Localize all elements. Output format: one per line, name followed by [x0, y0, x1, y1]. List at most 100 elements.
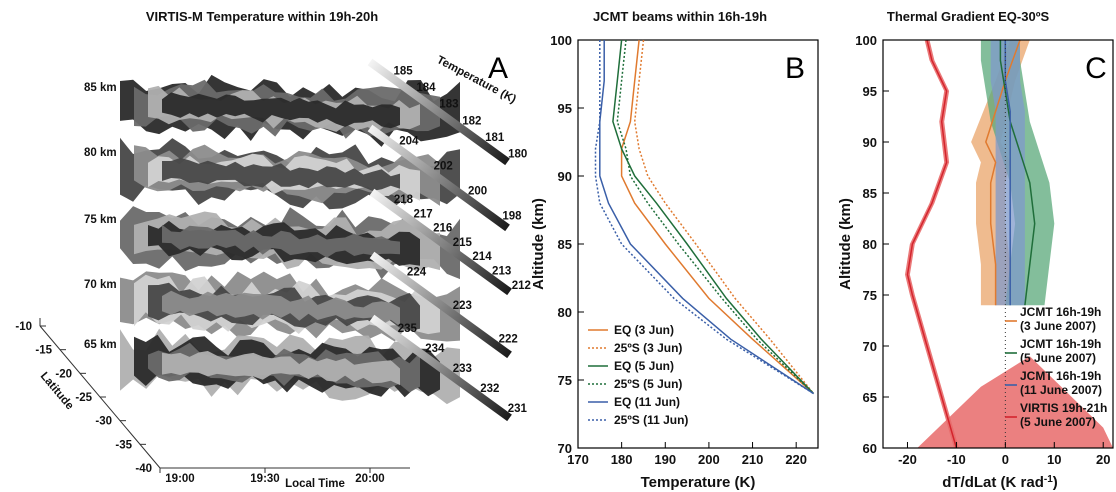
legend-entry-date: (5 June 2007) — [1020, 351, 1096, 365]
colorbar-tick-label: 217 — [413, 208, 432, 220]
colorbar-tick-label: 198 — [502, 210, 522, 222]
temperature-layer: 70 km — [84, 271, 460, 342]
panel-c-fills — [905, 40, 1113, 448]
series-line — [616, 39, 815, 395]
legend-entry: EQ (5 Jun) — [614, 359, 674, 373]
y-tick-label: 100 — [550, 33, 572, 48]
y-tick-label: 90 — [558, 169, 572, 184]
colorbar-tick-label: 235 — [398, 323, 418, 335]
x-tick-label: 190 — [654, 452, 676, 467]
y-tick-label: 90 — [863, 135, 877, 150]
colorbar — [369, 188, 512, 296]
x-tick-label: -10 — [947, 452, 966, 467]
x-tick-label: -20 — [898, 452, 917, 467]
colorbar-tick-label: 231 — [508, 403, 528, 415]
colorbar-tick-label: 215 — [453, 237, 473, 249]
y-tick-label: 75 — [863, 288, 877, 303]
y-tick-label: 65 — [863, 390, 877, 405]
y-tick-label: 60 — [863, 441, 877, 456]
panel-c-letter: C — [1085, 52, 1107, 85]
y-tick-label: 95 — [863, 84, 877, 99]
series-line — [612, 39, 815, 395]
colorbars: 1851841831821811802042022001982182172162… — [367, 58, 531, 422]
temperature-layers: 85 km 80 km 75 km 70 km 65 km — [84, 74, 460, 405]
panel-a: VIRTIS-M Temperature within 19h-20h A 85… — [15, 9, 531, 490]
y-tick-label: 100 — [855, 33, 877, 48]
colorbar-tick-label: 182 — [462, 115, 481, 127]
y-tick-label: 85 — [558, 237, 572, 252]
colorbar-tick-label: 212 — [512, 280, 531, 292]
colorbar-tick-label: 204 — [399, 135, 419, 147]
layer-surface-band — [162, 92, 400, 129]
panel-c-legend: JCMT 16h-19h(3 June 2007)JCMT 16h-19h(5 … — [1005, 305, 1107, 429]
legend-entry-date: (3 June 2007) — [1020, 319, 1096, 333]
latitude-tick-label: -40 — [135, 463, 152, 475]
uncertainty-band — [990, 40, 1025, 306]
panel-b-title: JCMT beams within 16h-19h — [593, 9, 767, 24]
panel-b-xlabel: Temperature (K) — [641, 474, 756, 491]
colorbar-tick-label: 233 — [453, 363, 472, 375]
local-time-tick-label: 19:00 — [165, 473, 194, 485]
series-line — [1004, 40, 1011, 306]
y-tick-label: 70 — [863, 339, 877, 354]
y-tick-label: 75 — [558, 373, 572, 388]
legend-entry: 25ºS (3 Jun) — [614, 341, 682, 355]
y-tick-label: 85 — [863, 186, 877, 201]
colorbar-tick-label: 184 — [416, 82, 436, 94]
colorbar-tick-label: 222 — [499, 333, 518, 345]
layer-altitude-label: 80 km — [84, 147, 117, 159]
layer-altitude-label: 75 km — [84, 214, 117, 226]
virtis-filled-area — [917, 356, 1113, 448]
x-tick-label: 180 — [611, 452, 633, 467]
colorbar-tick-label: 185 — [393, 65, 413, 77]
legend-entry: VIRTIS 19h-21h — [1020, 401, 1107, 415]
latitude-tick-label: -35 — [115, 439, 132, 451]
x-tick-label: 200 — [698, 452, 720, 467]
legend-entry: EQ (11 Jun) — [614, 395, 680, 409]
colorbar-tick-label: 181 — [485, 132, 505, 144]
layer-surface-band — [162, 351, 400, 386]
colorbar-tick-label: 223 — [453, 300, 472, 312]
panel-c-xlabel: dT/dLat (K rad-1) — [942, 474, 1058, 491]
series-line — [999, 40, 1036, 306]
x-tick-label: 20 — [1096, 452, 1110, 467]
layer-altitude-label: 85 km — [84, 82, 117, 94]
colorbar-tick-label: 216 — [433, 223, 452, 235]
local-time-tick-label: 19:30 — [250, 473, 279, 485]
colorbar — [369, 251, 512, 359]
x-tick-label: 220 — [785, 452, 807, 467]
panel-c-series — [906, 39, 1036, 449]
panel-b: JCMT beams within 16h-19h 170 180 190 200 21… — [530, 9, 819, 491]
series-line — [633, 39, 815, 395]
x-tick-label: 170 — [567, 452, 589, 467]
colorbar-tick-label: 180 — [508, 149, 527, 161]
layer-altitude-label: 70 km — [84, 279, 117, 291]
legend-entry: EQ (3 Jun) — [614, 323, 674, 337]
x-tick-label: 210 — [742, 452, 764, 467]
y-tick-label: 70 — [558, 441, 572, 456]
latitude-tick-label: -10 — [15, 321, 32, 333]
colorbar-tick-label: 200 — [468, 185, 487, 197]
local-time-tick-label: 20:00 — [355, 473, 384, 485]
latitude-tick-label: -25 — [75, 392, 92, 404]
colorbar-tick-label: 214 — [472, 251, 492, 263]
legend-entry-date: (11 June 2007) — [1020, 383, 1102, 397]
panel-c-ticks: -20 -10 0 10 20 60 65 70 75 80 85 90 95 100 — [855, 33, 1110, 467]
x-tick-label: 0 — [1002, 452, 1009, 467]
panel-b-series — [594, 39, 815, 395]
temperature-layer: 65 km — [84, 328, 460, 405]
latitude-ticks: -10-15-20-25-30-35-40 — [15, 321, 166, 475]
panel-b-ylabel: Altitude (km) — [530, 198, 547, 290]
y-tick-label: 95 — [558, 101, 572, 116]
legend-entry: JCMT 16h-19h — [1020, 337, 1101, 351]
colorbar-tick-label: 202 — [434, 160, 453, 172]
layer-altitude-label: 65 km — [84, 339, 117, 351]
y-tick-label: 80 — [558, 305, 572, 320]
series-line — [620, 39, 815, 395]
legend-entry: JCMT 16h-19h — [1020, 305, 1101, 319]
y-tick-label: 80 — [863, 237, 877, 252]
series-line — [984, 39, 1021, 306]
legend-entry: JCMT 16h-19h — [1020, 369, 1101, 383]
local-time-ticks: 19:00 19:30 20:00 — [159, 468, 385, 485]
